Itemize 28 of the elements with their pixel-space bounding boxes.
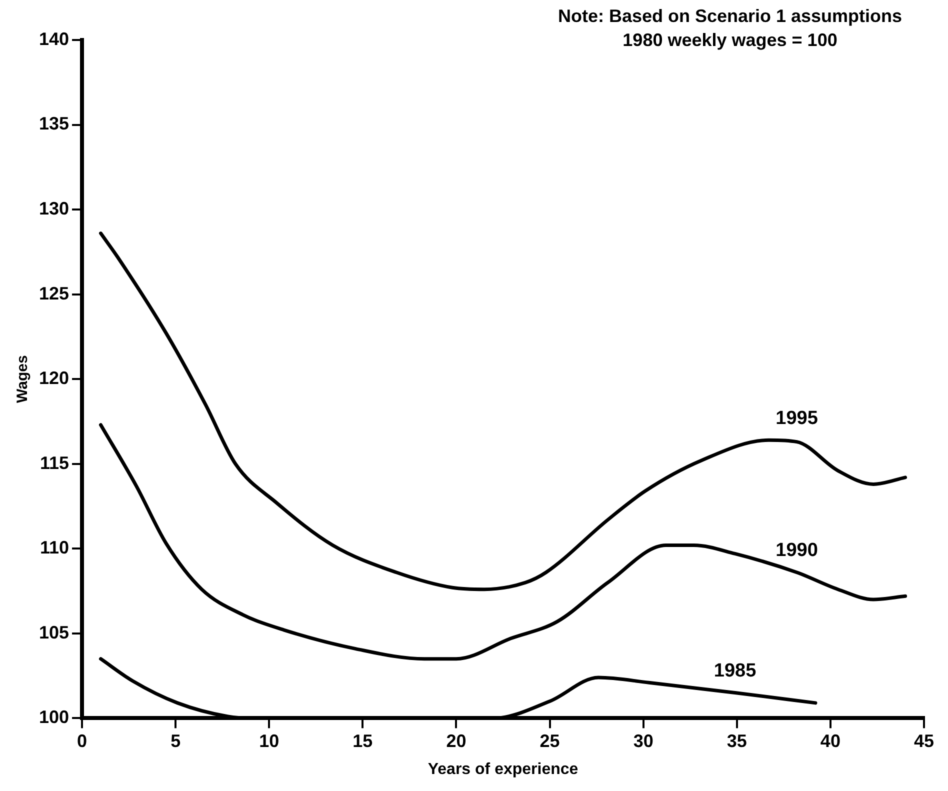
annotation: 1980 weekly wages = 100 xyxy=(622,30,838,50)
y-tick-label: 120 xyxy=(38,368,70,388)
y-tick-label: 140 xyxy=(38,28,70,49)
y-tick-label: 125 xyxy=(38,283,70,304)
line-series xyxy=(98,423,908,661)
y-tick-label: 130 xyxy=(38,198,70,219)
y-tick-label: 115 xyxy=(40,452,70,473)
x-tick-label: 20 xyxy=(446,730,466,751)
x-tick-label: 15 xyxy=(352,730,373,751)
y-axis-title: Wages xyxy=(14,355,32,403)
x-tick-label: 35 xyxy=(726,730,747,751)
series-label: 1985 xyxy=(714,660,757,682)
x-tick-label: 5 xyxy=(170,730,181,751)
x-tick-label: 30 xyxy=(633,730,654,751)
series-label: 1995 xyxy=(776,408,818,429)
x-axis-title: Years of experience xyxy=(428,760,578,778)
x-tick-label: 0 xyxy=(77,730,88,751)
y-tick-label: 100 xyxy=(38,707,70,728)
y-tick-label: 135 xyxy=(38,114,70,134)
x-tick-label: 45 xyxy=(914,730,934,751)
y-tick-label: 110 xyxy=(40,538,70,558)
x-tick-label: 40 xyxy=(820,730,840,751)
line-series xyxy=(98,232,908,592)
x-tick-label: 10 xyxy=(259,730,280,751)
text: Note: Based on Scenario 1 assumptions xyxy=(558,6,902,26)
series-label: 1990 xyxy=(776,540,818,562)
y-tick-label: 105 xyxy=(38,622,70,642)
x-tick-label: 25 xyxy=(540,730,560,751)
